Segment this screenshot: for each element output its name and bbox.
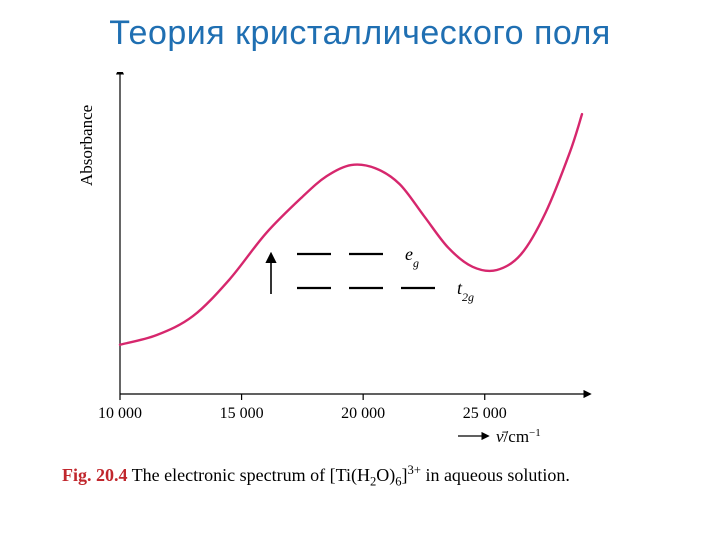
slide-title-text: Теория кристаллического поля (109, 14, 611, 52)
y-axis-label: Absorbance (77, 105, 96, 186)
figure-caption-body: The electronic spectrum of [Ti(H2O)6]3+ … (128, 465, 570, 485)
x-tick-label: 15 000 (220, 405, 264, 422)
x-tick-label: 25 000 (463, 405, 507, 422)
figure-number: Fig. 20.4 (62, 465, 128, 485)
figure-caption: Fig. 20.4 The electronic spectrum of [Ti… (62, 462, 622, 491)
absorption-spectrum-figure: 10 00015 00020 00025 000Absorbanceν̄/cm−… (62, 72, 622, 454)
x-tick-label: 10 000 (98, 405, 142, 422)
chart-svg: 10 00015 00020 00025 000Absorbanceν̄/cm−… (62, 72, 622, 454)
x-tick-label: 20 000 (341, 405, 385, 422)
slide-title: Теория кристаллического поля (0, 14, 720, 53)
